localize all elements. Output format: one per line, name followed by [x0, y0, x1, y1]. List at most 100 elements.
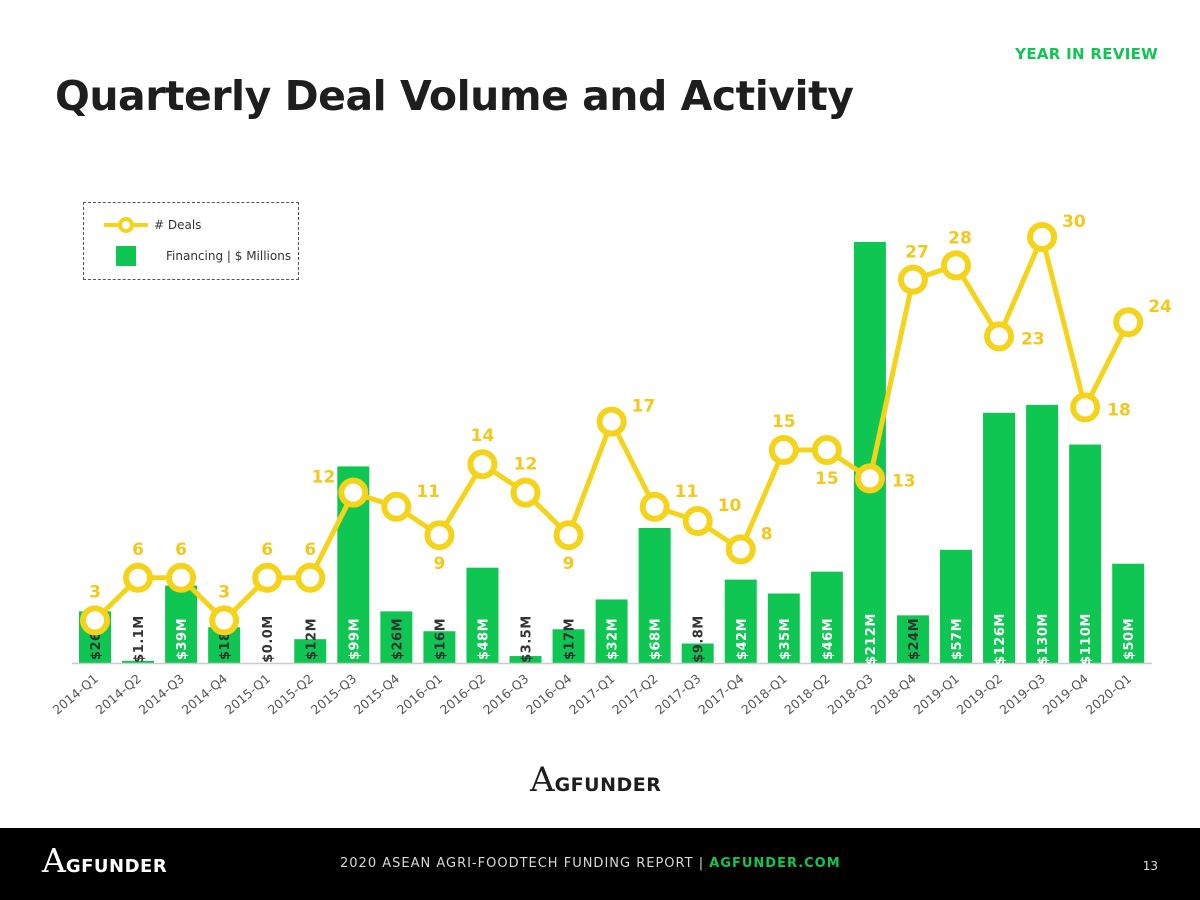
legend-item-deals: # Deals — [104, 214, 201, 236]
footer-separator: | — [698, 856, 705, 871]
deal-point — [295, 562, 326, 593]
legend-financing-label: Financing | $ Millions — [166, 249, 292, 263]
financing-bar — [853, 242, 886, 663]
footer-logo: A GFUNDER — [42, 844, 167, 877]
financing-bar — [810, 571, 843, 663]
deal-point — [467, 449, 498, 480]
deal-value-label: 9 — [433, 554, 445, 574]
x-tick-label: 2017-Q4 — [695, 671, 746, 718]
footer-report-name: 2020 ASEAN AGRI-FOODTECH FUNDING REPORT — [340, 856, 694, 871]
bar-swatch-icon — [116, 246, 136, 266]
x-tick-label: 2016-Q4 — [523, 671, 574, 718]
footer-site-link[interactable]: AGFUNDER.COM — [709, 856, 841, 871]
deal-value-label: 15 — [772, 412, 796, 432]
x-tick-label: 2016-Q2 — [437, 671, 488, 718]
financing-bar — [595, 599, 628, 663]
deal-value-label: 6 — [304, 540, 316, 560]
x-tick-label: 2019-Q1 — [910, 671, 961, 718]
deal-point — [123, 562, 154, 593]
deal-value-label: 18 — [1107, 400, 1131, 420]
financing-bar — [638, 527, 671, 663]
logo-letter: A — [530, 760, 555, 800]
deal-point — [984, 321, 1015, 352]
deal-value-label: 27 — [905, 243, 929, 263]
financing-bar — [983, 412, 1016, 663]
deal-point — [941, 250, 971, 281]
deal-value-label: 15 — [815, 469, 839, 489]
x-tick-label: 2017-Q2 — [609, 671, 660, 718]
deal-volume-chart: $26M $1.1M $39M $18M $0.0M $12M $99M $26M $16M $4… — [49, 212, 1172, 718]
financing-bar — [940, 549, 972, 663]
deal-value-labels: 3 6 6 3 6 6 12 11 9 14 12 9 17 11 10 8 15 15 13 27 28 23 30 18 2… — [89, 212, 1172, 602]
financing-bar — [294, 639, 327, 663]
financing-bar — [1112, 563, 1145, 663]
x-tick-label: 2015-Q3 — [308, 671, 359, 718]
deal-value-label: 11 — [675, 482, 699, 502]
financing-bar — [552, 629, 585, 663]
deal-point — [897, 264, 928, 295]
bar-value-label: $1.1M — [132, 615, 147, 663]
x-tick-label: 2014-Q1 — [49, 671, 100, 718]
financing-bar — [509, 656, 542, 663]
deal-point — [553, 520, 584, 551]
x-tick-label: 2019-Q2 — [954, 671, 1005, 718]
deal-value-label: 24 — [1148, 297, 1172, 317]
deal-value-label: 12 — [312, 468, 336, 488]
bar-value-label: $16M — [433, 618, 448, 660]
bar-value-label: $39M — [175, 618, 190, 660]
deal-point — [1070, 392, 1101, 423]
bar-value-label: $46M — [821, 618, 836, 660]
bar-value-labels: $26M $1.1M $39M $18M $0.0M $12M $99M $26M $16M $4… — [89, 613, 1137, 665]
year-in-review-tag: YEAR IN REVIEW — [1015, 45, 1158, 63]
bar-value-label: $126M — [993, 613, 1008, 665]
x-tick-label: 2018-Q4 — [867, 671, 918, 718]
legend-item-financing: Financing | $ Millions — [104, 245, 291, 267]
bar-value-label: $9.8M — [692, 615, 707, 663]
logo-word: GFUNDER — [554, 774, 662, 796]
financing-bar — [380, 611, 413, 663]
bar-value-label: $35M — [778, 618, 793, 660]
bar-value-label: $3.5M — [520, 615, 535, 663]
deal-point — [768, 435, 799, 465]
bar-value-label: $0.0M — [261, 615, 276, 663]
x-tick-label: 2016-Q3 — [480, 671, 531, 718]
x-tick-label: 2019-Q4 — [1040, 671, 1091, 718]
bar-value-label: $68M — [649, 618, 664, 660]
deal-value-label: 3 — [218, 582, 230, 602]
financing-bar — [896, 615, 929, 663]
financing-bar — [466, 567, 499, 663]
page-number: 13 — [1142, 859, 1158, 873]
x-tick-label: 2016-Q1 — [394, 671, 445, 718]
bar-value-label: $99M — [347, 618, 362, 660]
bar-value-label: $12M — [304, 618, 319, 660]
footer-logo-letter: A — [42, 841, 66, 880]
financing-bar — [165, 585, 198, 663]
agfunder-logo: A GFUNDER — [530, 763, 661, 797]
financing-bar — [681, 643, 714, 663]
x-tick-label: 2019-Q3 — [997, 671, 1048, 718]
financing-bar — [1069, 444, 1102, 663]
deal-point — [1113, 307, 1144, 338]
deal-value-label: 3 — [89, 582, 101, 602]
x-tick-label: 2014-Q2 — [93, 671, 144, 718]
bar-series — [79, 242, 1145, 663]
bar-value-label: $57M — [950, 618, 965, 660]
deal-value-label: 13 — [892, 471, 916, 491]
page-title: Quarterly Deal Volume and Activity — [55, 72, 854, 120]
deal-point — [510, 477, 541, 508]
footer-logo-word: GFUNDER — [65, 856, 168, 877]
deal-value-label: 9 — [563, 554, 575, 574]
bar-value-label: $212M — [864, 613, 879, 665]
bar-value-label: $50M — [1122, 618, 1137, 660]
deal-value-label: 10 — [718, 496, 742, 516]
x-tick-label: 2015-Q1 — [222, 671, 273, 718]
bar-value-label: $24M — [907, 618, 922, 660]
deal-value-label: 12 — [514, 455, 538, 475]
line-marker-icon — [104, 217, 148, 233]
financing-bar — [767, 593, 800, 663]
deal-value-label: 11 — [416, 482, 440, 502]
bar-value-label: $110M — [1079, 613, 1094, 665]
bar-value-label: $26M — [390, 618, 405, 660]
deal-point — [639, 491, 670, 522]
deal-point — [381, 491, 412, 522]
